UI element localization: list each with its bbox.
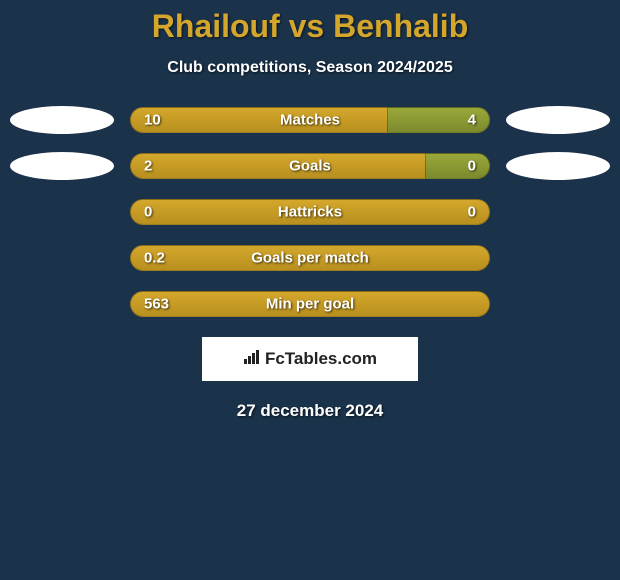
stat-label: Goals — [289, 158, 331, 175]
oval-spacer — [10, 244, 114, 272]
page-title: Rhailouf vs Benhalib — [0, 8, 620, 45]
main-container: Rhailouf vs Benhalib Club competitions, … — [0, 0, 620, 421]
date-text: 27 december 2024 — [0, 401, 620, 421]
stat-label: Goals per match — [251, 250, 369, 267]
stat-row-goals: 2 Goals 0 — [10, 153, 610, 179]
oval-spacer — [506, 198, 610, 226]
chart-icon — [243, 349, 261, 369]
subtitle: Club competitions, Season 2024/2025 — [0, 59, 620, 77]
stats-area: 10 Matches 4 2 Goals 0 0 Hatt — [0, 107, 620, 317]
oval-spacer — [10, 198, 114, 226]
stat-left-value: 0 — [144, 204, 152, 221]
stat-row-matches: 10 Matches 4 — [10, 107, 610, 133]
player-right-oval — [506, 106, 610, 134]
stat-label: Matches — [280, 112, 340, 129]
stat-label: Min per goal — [266, 296, 354, 313]
stat-left-value: 0.2 — [144, 250, 165, 267]
bar-goals: 2 Goals 0 — [130, 153, 490, 179]
oval-spacer — [506, 290, 610, 318]
bar-mpg: 563 Min per goal — [130, 291, 490, 317]
oval-spacer — [506, 244, 610, 272]
player-right-oval — [506, 152, 610, 180]
stat-row-hattricks: 0 Hattricks 0 — [10, 199, 610, 225]
stat-row-mpg: 563 Min per goal — [10, 291, 610, 317]
stat-left-value: 2 — [144, 158, 152, 175]
player-left-oval — [10, 152, 114, 180]
stat-left-value: 10 — [144, 112, 161, 129]
stat-label: Hattricks — [278, 204, 342, 221]
bar-right-fill — [425, 153, 490, 179]
player-left-oval — [10, 106, 114, 134]
site-logo[interactable]: FcTables.com — [202, 337, 418, 381]
stat-right-value: 0 — [468, 158, 476, 175]
stat-right-value: 0 — [468, 204, 476, 221]
stat-left-value: 563 — [144, 296, 169, 313]
bar-gpm: 0.2 Goals per match — [130, 245, 490, 271]
logo-text: FcTables.com — [265, 349, 377, 369]
bar-matches: 10 Matches 4 — [130, 107, 490, 133]
stat-right-value: 4 — [468, 112, 476, 129]
oval-spacer — [10, 290, 114, 318]
stat-row-gpm: 0.2 Goals per match — [10, 245, 610, 271]
bar-hattricks: 0 Hattricks 0 — [130, 199, 490, 225]
